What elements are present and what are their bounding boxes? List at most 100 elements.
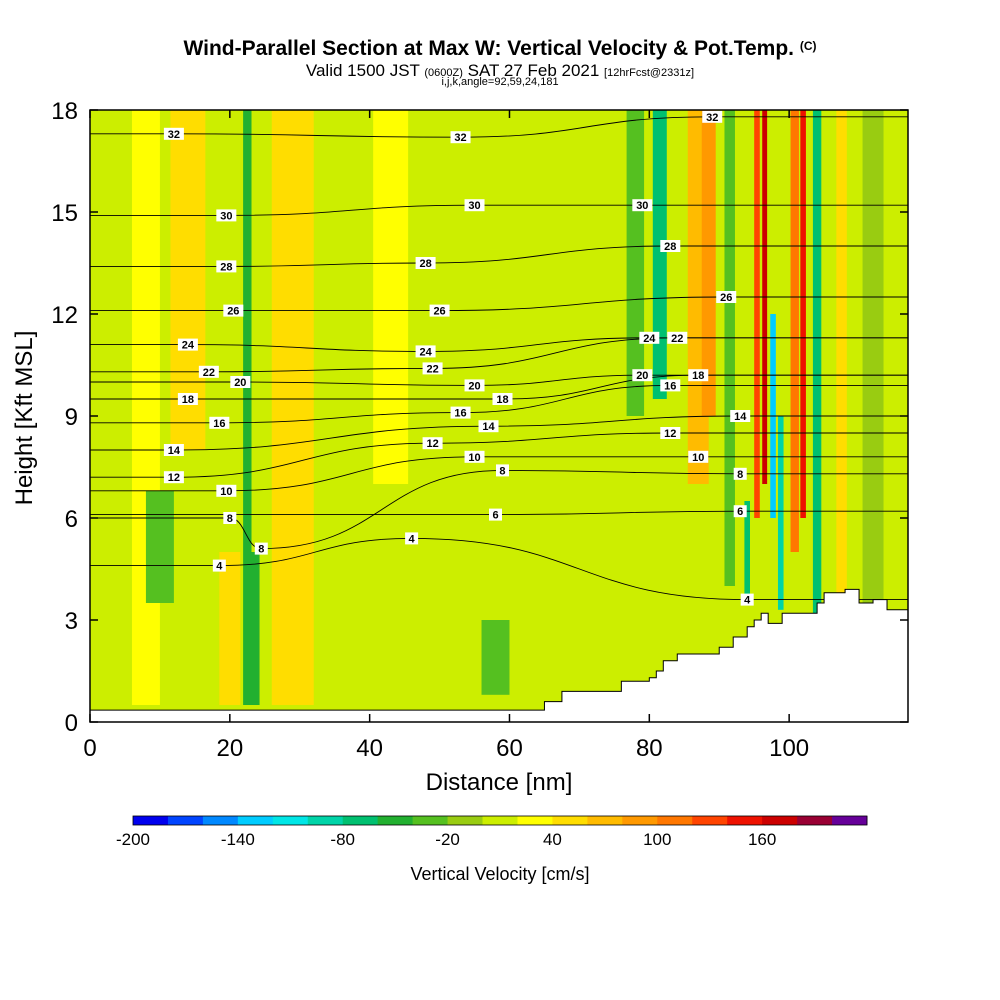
velocity-band-2: [219, 552, 241, 705]
colorbar-swatch: [587, 816, 623, 825]
colorbar-tick-label: 40: [543, 830, 562, 849]
chart-title-units: (C): [799, 39, 817, 53]
isentrope-label-bg-34: [464, 450, 485, 463]
isentrope-label-1: 32: [454, 132, 466, 144]
grid-indices: i,j,k,angle=92,59,24,181: [441, 76, 559, 88]
isentrope-label-9: 26: [227, 306, 239, 318]
isentrope-label-22: 18: [496, 394, 508, 406]
isentrope-label-11: 26: [720, 292, 732, 304]
colorbar-swatch: [342, 816, 379, 825]
velocity-band-4: [249, 552, 260, 705]
velocity-band-3: [243, 110, 252, 705]
isentrope-label-bg-24: [209, 416, 230, 429]
isentrope-label-bg-3: [216, 209, 237, 222]
colorbar-swatch: [832, 816, 868, 825]
isentrope-28: [90, 245, 908, 267]
colorbar-swatch: [692, 816, 728, 825]
x-axis-label: Distance [nm]: [426, 769, 573, 796]
isentrope-label-bg-13: [415, 345, 436, 358]
isentrope-label-13: 24: [419, 346, 432, 358]
velocity-band-7: [373, 110, 409, 484]
isentrope-label-23: 18: [692, 370, 704, 382]
isentrope-label-bg-7: [415, 257, 436, 269]
colorbar-tick-label: 160: [748, 830, 776, 849]
chart-title-text: Wind-Parallel Section at Max W: Vertical…: [183, 37, 794, 60]
isentrope-label-bg-18: [230, 376, 251, 388]
valid-date: SAT 27 Feb 2021: [467, 61, 600, 80]
isentrope-label-17: 22: [671, 333, 683, 345]
velocity-band-23: [862, 110, 884, 603]
isentrope-label-bg-32: [660, 427, 681, 439]
y-tick-label: 3: [65, 608, 78, 635]
isentrope-label-16: 22: [426, 363, 438, 375]
isentrope-label-28: 14: [482, 421, 495, 433]
x-tick-label: 40: [356, 735, 383, 762]
isentrope-label-bg-36: [223, 512, 237, 524]
isentrope-label-bg-5: [632, 199, 653, 212]
forecast-info: [12hrFcst@2331z]: [604, 67, 695, 79]
isentrope-label-bg-30: [163, 471, 184, 484]
isentrope-label-bg-16: [422, 362, 443, 375]
isentrope-label-bg-44: [740, 593, 754, 606]
isentrope-label-bg-1: [450, 131, 471, 144]
colorbar-swatch: [622, 816, 658, 825]
isentrope-16: [90, 384, 908, 424]
isentrope-label-27: 14: [168, 445, 181, 457]
x-tick-label: 60: [496, 735, 523, 762]
x-tick-label: 100: [769, 735, 809, 762]
isentrope-label-2: 32: [706, 112, 718, 124]
colorbar-swatch: [272, 816, 309, 825]
velocity-band-13: [724, 110, 735, 586]
isentrope-26: [90, 296, 908, 312]
velocity-band-8: [481, 620, 510, 695]
colorbar-swatch: [727, 816, 763, 825]
valid-time: Valid 1500 JST: [305, 61, 420, 80]
isentrope-label-bg-33: [216, 484, 237, 497]
y-tick-label: 12: [51, 302, 78, 329]
isentrope-label-bg-37: [495, 464, 509, 477]
velocity-band-21: [812, 110, 822, 620]
isentrope-label-30: 12: [168, 472, 180, 484]
terrain-profile: [90, 588, 908, 722]
isentrope-label-12: 24: [182, 340, 195, 352]
isentrope-label-bg-35: [688, 450, 709, 463]
isentrope-label-5: 30: [636, 200, 648, 212]
isentrope-label-bg-25: [450, 406, 471, 419]
colorbar-swatch: [762, 816, 798, 825]
isentrope-label-bg-9: [223, 304, 244, 317]
colorbar-label: Vertical Velocity [cm/s]: [410, 864, 589, 884]
isentrope-label-35: 10: [692, 452, 704, 464]
isentrope-label-bg-43: [405, 532, 419, 545]
isentrope-label-4: 30: [468, 200, 480, 212]
isentrope-label-bg-28: [478, 420, 499, 433]
isentrope-label-bg-20: [632, 369, 653, 382]
isentrope-label-39: 8: [258, 544, 264, 556]
isentrope-label-3: 30: [220, 210, 232, 222]
colorbar-swatch: [552, 816, 588, 825]
isentrope-label-34: 10: [468, 452, 480, 464]
colorbar-tick-label: -200: [116, 830, 150, 849]
isentrope-label-bg-14: [639, 331, 660, 344]
isentrope-label-bg-22: [492, 393, 513, 405]
colorbar-swatch: [237, 816, 274, 825]
isentrope-label-32: 12: [664, 428, 676, 440]
velocity-band-18: [777, 416, 784, 610]
isentrope-label-20: 20: [636, 370, 648, 382]
isentrope-label-43: 4: [409, 533, 416, 545]
isentrope-label-25: 16: [454, 408, 466, 420]
isentrope-label-bg-31: [422, 437, 443, 450]
isentrope-label-6: 28: [220, 261, 232, 273]
isentrope-label-bg-27: [163, 444, 184, 456]
colorbar-swatch: [307, 816, 344, 825]
isentrope-label-40: 6: [492, 510, 498, 522]
isentrope-label-14: 24: [643, 333, 656, 345]
isentrope-label-bg-23: [688, 369, 709, 382]
velocity-band-5: [271, 110, 314, 705]
velocity-band-20: [800, 110, 806, 518]
colorbar-swatch: [133, 816, 169, 825]
y-axis-label: Height [Kft MSL]: [11, 331, 38, 506]
chart-subtitle: Valid 1500 JST (0600Z) SAT 27 Feb 2021 […: [0, 61, 1000, 81]
isentrope-label-bg-6: [216, 260, 237, 273]
terrain: [90, 588, 908, 722]
isentrope-label-36: 8: [227, 513, 233, 525]
